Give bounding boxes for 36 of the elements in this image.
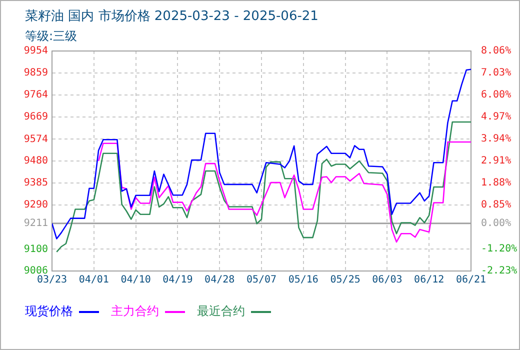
y-tick-label: 9859: [24, 68, 48, 79]
y-tick-label: 9669: [24, 112, 48, 123]
x-tick-label: 06/12: [414, 274, 444, 286]
y2-tick-label: 1.88%: [481, 178, 512, 189]
y2-tick-label: 0.00%: [481, 218, 512, 229]
x-tick-label: 03/23: [36, 274, 68, 286]
y2-tick-label: 4.97%: [481, 112, 512, 123]
y2-tick-label: 6.00%: [481, 90, 512, 101]
y-tick-label: 9480: [24, 156, 48, 167]
legend-label: 主力合约: [111, 303, 159, 320]
y2-tick-label: 8.06%: [481, 46, 512, 57]
legend-label: 最近合约: [197, 303, 245, 320]
y-tick-label: 9290: [24, 200, 48, 211]
x-tick-label: 04/01: [78, 274, 109, 286]
y2-tick-label: 0.85%: [481, 200, 512, 211]
legend-label: 现货价格: [25, 303, 73, 320]
y-tick-label: 9954: [24, 46, 48, 57]
x-tick-label: 05/25: [330, 274, 360, 286]
y-tick-label: 9385: [24, 178, 48, 189]
y-tick-label: 9764: [24, 90, 48, 101]
y2-tick-label: 3.94%: [481, 134, 512, 145]
y2-tick-label: 7.03%: [481, 68, 512, 79]
x-tick-label: 04/28: [204, 274, 235, 286]
y-tick-label: 9211: [24, 218, 48, 230]
x-tick-label: 05/07: [246, 274, 277, 286]
x-tick-label: 06/03: [372, 274, 402, 286]
y2-tick-label: -1.20%: [481, 244, 518, 255]
y-tick-label: 9574: [24, 134, 48, 145]
y2-tick-label: 2.91%: [481, 156, 512, 167]
x-tick-label: 05/16: [288, 274, 318, 286]
y-tick-label: 9100: [24, 244, 48, 255]
chart-title: 菜籽油 国内 市场价格 2025-03-23 - 2025-06-21: [25, 8, 318, 25]
chart-subtitle: 等级:三级: [25, 28, 78, 45]
x-tick-label: 06/21: [456, 274, 486, 286]
x-tick-label: 04/10: [120, 274, 151, 286]
x-tick-label: 04/19: [162, 274, 193, 286]
